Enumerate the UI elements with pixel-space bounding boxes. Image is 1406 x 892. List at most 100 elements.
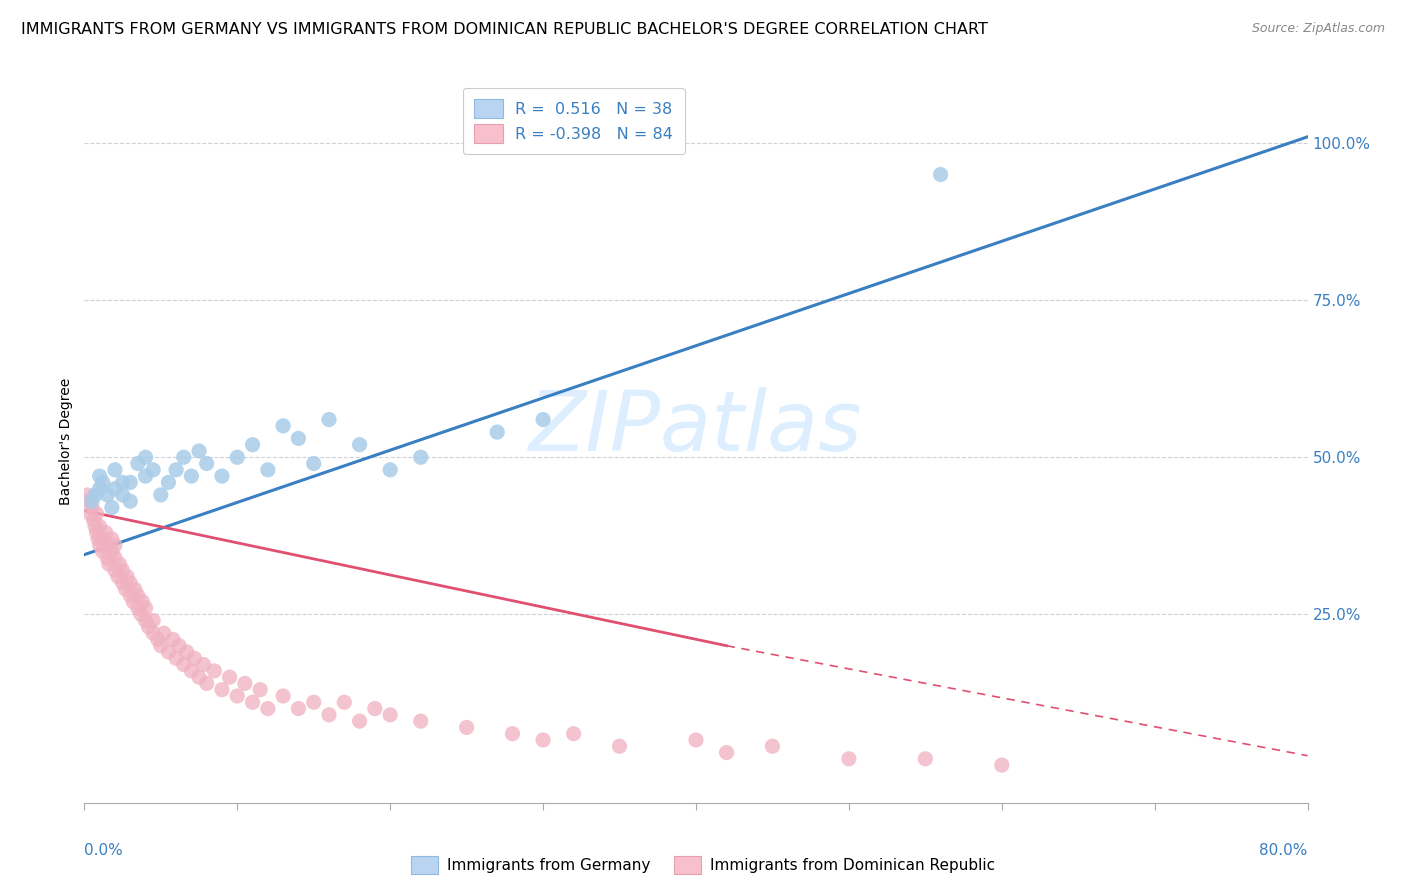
Y-axis label: Bachelor's Degree: Bachelor's Degree bbox=[59, 378, 73, 505]
Point bbox=[176, 645, 198, 659]
Point bbox=[173, 657, 195, 672]
Point bbox=[131, 595, 153, 609]
Point bbox=[142, 463, 165, 477]
Point bbox=[211, 469, 233, 483]
Point bbox=[84, 519, 107, 533]
Point bbox=[409, 714, 432, 728]
Point bbox=[101, 500, 124, 515]
Point bbox=[257, 463, 280, 477]
Point bbox=[124, 582, 146, 597]
Point bbox=[89, 482, 111, 496]
Point bbox=[218, 670, 240, 684]
Point bbox=[153, 626, 176, 640]
Point bbox=[149, 488, 172, 502]
Point bbox=[77, 494, 100, 508]
Point bbox=[226, 689, 249, 703]
Point bbox=[271, 689, 294, 703]
Point bbox=[287, 701, 309, 715]
Point bbox=[193, 657, 215, 672]
Point bbox=[111, 575, 134, 590]
Point bbox=[104, 550, 127, 565]
Point bbox=[120, 494, 142, 508]
Point bbox=[167, 639, 190, 653]
Point bbox=[101, 544, 124, 558]
Point bbox=[122, 595, 145, 609]
Point bbox=[146, 632, 169, 647]
Text: IMMIGRANTS FROM GERMANY VS IMMIGRANTS FROM DOMINICAN REPUBLIC BACHELOR'S DEGREE : IMMIGRANTS FROM GERMANY VS IMMIGRANTS FR… bbox=[21, 22, 988, 37]
Point bbox=[202, 664, 225, 678]
Point bbox=[127, 601, 149, 615]
Point bbox=[333, 695, 356, 709]
Point bbox=[91, 532, 114, 546]
Point bbox=[562, 727, 585, 741]
Point bbox=[111, 488, 134, 502]
Point bbox=[302, 457, 325, 471]
Point bbox=[364, 701, 387, 715]
Point bbox=[89, 519, 111, 533]
Point bbox=[685, 733, 707, 747]
Legend: R =  0.516   N = 38, R = -0.398   N = 84: R = 0.516 N = 38, R = -0.398 N = 84 bbox=[463, 88, 685, 154]
Point bbox=[180, 664, 202, 678]
Point bbox=[188, 670, 211, 684]
Point bbox=[135, 614, 157, 628]
Point bbox=[104, 463, 127, 477]
Point bbox=[226, 450, 249, 465]
Point bbox=[80, 494, 103, 508]
Point bbox=[195, 676, 218, 690]
Point bbox=[929, 168, 952, 182]
Point bbox=[96, 550, 118, 565]
Point bbox=[129, 607, 152, 622]
Point bbox=[302, 695, 325, 709]
Point bbox=[716, 746, 738, 760]
Point bbox=[135, 601, 157, 615]
Point bbox=[456, 720, 478, 734]
Point bbox=[409, 450, 432, 465]
Point bbox=[93, 538, 115, 552]
Point bbox=[111, 563, 134, 577]
Point bbox=[242, 438, 264, 452]
Point bbox=[195, 457, 218, 471]
Point bbox=[380, 463, 402, 477]
Point bbox=[380, 707, 402, 722]
Point bbox=[76, 488, 98, 502]
Point bbox=[188, 444, 211, 458]
Point bbox=[127, 457, 149, 471]
Point bbox=[96, 488, 118, 502]
Text: 80.0%: 80.0% bbox=[1260, 843, 1308, 857]
Point bbox=[87, 532, 110, 546]
Point bbox=[349, 438, 371, 452]
Point bbox=[318, 412, 340, 426]
Point bbox=[761, 739, 783, 754]
Point bbox=[114, 582, 136, 597]
Text: ZIPatlas: ZIPatlas bbox=[529, 386, 863, 467]
Point bbox=[107, 569, 129, 583]
Point bbox=[257, 701, 280, 715]
Point bbox=[120, 575, 142, 590]
Point bbox=[173, 450, 195, 465]
Text: 0.0%: 0.0% bbox=[84, 843, 124, 857]
Point bbox=[287, 431, 309, 445]
Point bbox=[104, 482, 127, 496]
Point bbox=[180, 469, 202, 483]
Point bbox=[84, 488, 107, 502]
Point bbox=[91, 475, 114, 490]
Point bbox=[97, 557, 120, 571]
Point bbox=[94, 525, 117, 540]
Point bbox=[135, 469, 157, 483]
Point bbox=[162, 632, 184, 647]
Point bbox=[242, 695, 264, 709]
Point bbox=[165, 463, 187, 477]
Point bbox=[142, 626, 165, 640]
Point bbox=[86, 525, 108, 540]
Point bbox=[80, 500, 103, 515]
Point bbox=[838, 752, 860, 766]
Point bbox=[531, 412, 554, 426]
Point bbox=[149, 639, 172, 653]
Point bbox=[104, 538, 127, 552]
Point bbox=[233, 676, 256, 690]
Point bbox=[271, 418, 294, 433]
Point bbox=[91, 544, 114, 558]
Point bbox=[86, 507, 108, 521]
Point bbox=[349, 714, 371, 728]
Text: Source: ZipAtlas.com: Source: ZipAtlas.com bbox=[1251, 22, 1385, 36]
